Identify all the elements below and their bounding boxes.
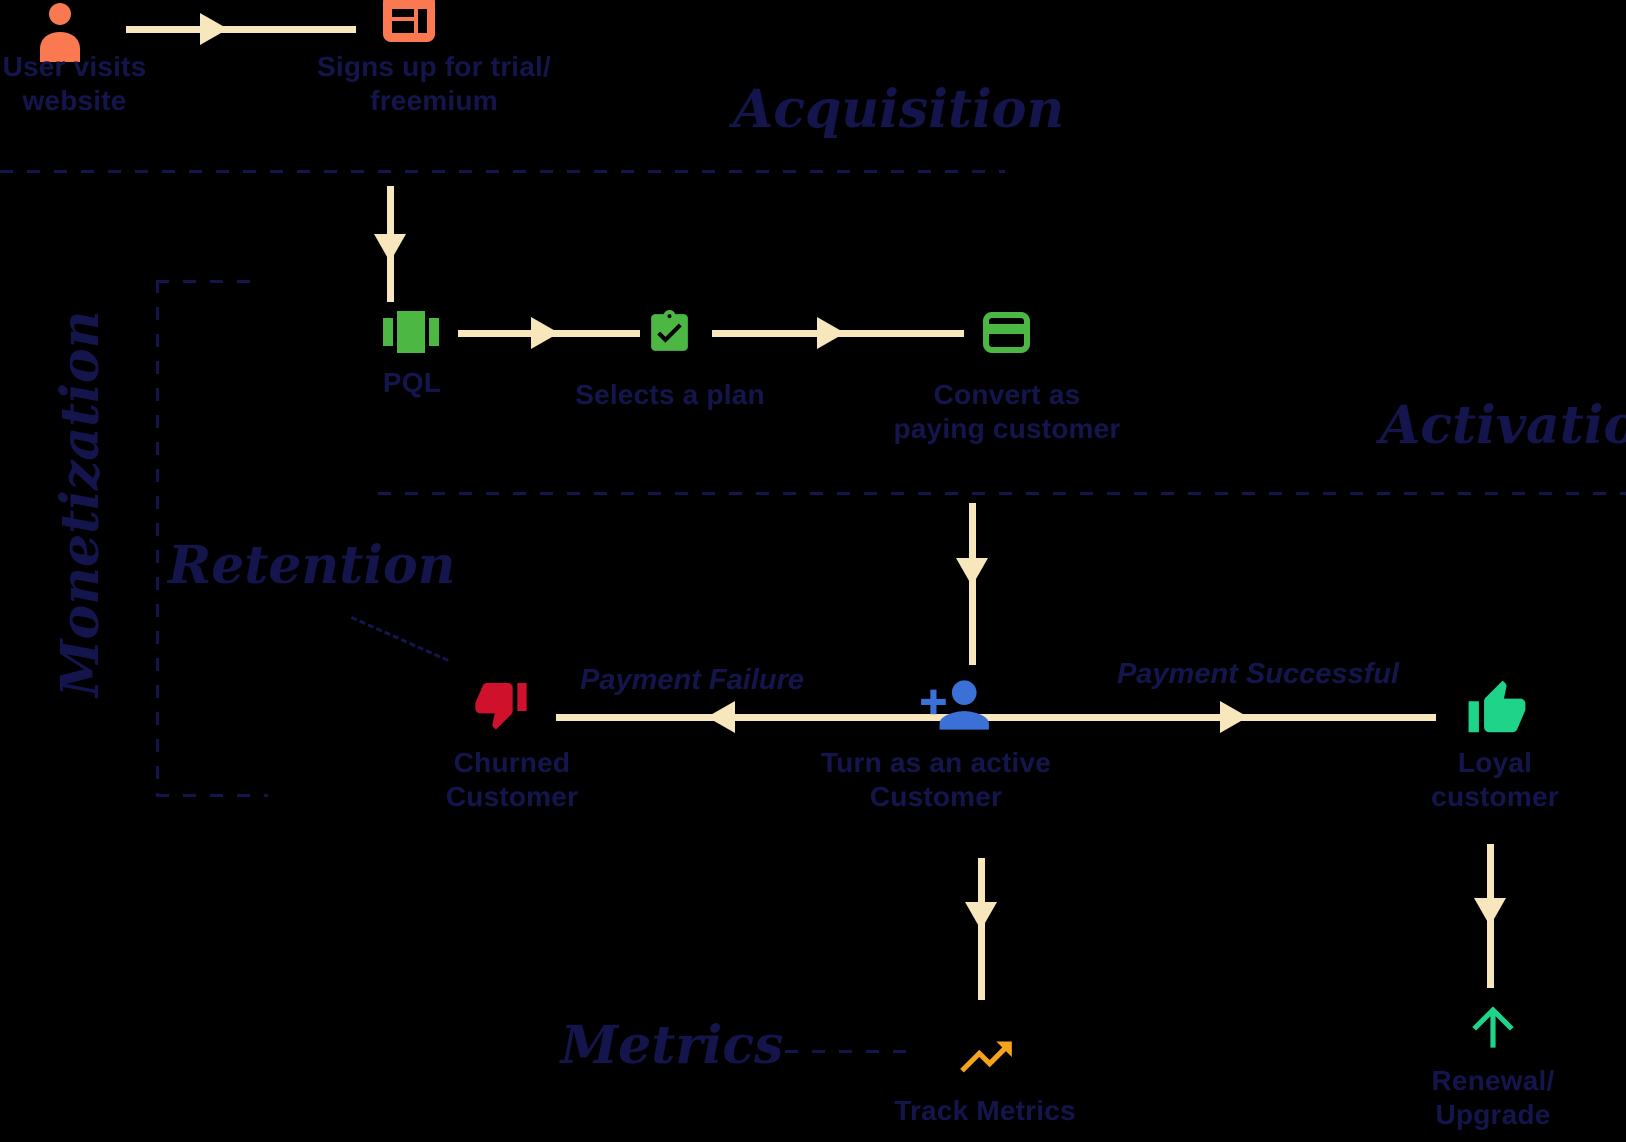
node-label-pql: PQL: [382, 367, 442, 398]
section-label-monetization: Monetization: [50, 310, 111, 697]
monetization-bracket-bottom: [156, 794, 268, 797]
node-label-convert: Convert as paying customer: [893, 379, 1121, 444]
credit-card-icon: [983, 312, 1030, 358]
arrowhead-loyal-to-renewal: [1474, 898, 1506, 926]
arrow-active-to-churned: [556, 714, 1028, 721]
browser-layout-icon: [383, 0, 435, 47]
node-label-track-metrics: Track Metrics: [894, 1095, 1076, 1126]
node-label-renewal: Renewal/ Upgrade: [1431, 1065, 1555, 1130]
arrow-user-to-signup: [126, 26, 356, 33]
trending-up-icon: [947, 1026, 1025, 1093]
arrowhead-active-to-churned: [707, 701, 735, 733]
node-label-churned: Churned Customer: [445, 747, 579, 812]
separator-activation: [378, 492, 1626, 495]
node-label-loyal: Loyal customer: [1431, 747, 1559, 812]
node-label-selects-plan: Selects a plan: [575, 379, 765, 410]
node-label-user-visits: User visits website: [2, 51, 147, 116]
person-icon: [36, 2, 84, 67]
arrow-up-icon: [1462, 996, 1524, 1063]
arrowhead-pql-to-plan: [531, 317, 559, 349]
carousel-boxes-icon: [383, 311, 439, 358]
arrowhead-active-to-loyal: [1220, 701, 1248, 733]
arrowhead-plan-to-convert: [817, 317, 845, 349]
arrowhead-signup-to-pql: [374, 234, 406, 262]
arrowhead-convert-to-active: [956, 558, 988, 586]
person-add-icon: [918, 668, 992, 747]
monetization-bracket-line: [156, 280, 159, 797]
retention-pointer-line: [350, 616, 449, 662]
node-label-active: Turn as an active Customer: [820, 747, 1052, 812]
section-label-acquisition: Acquisition: [733, 79, 1065, 140]
section-label-metrics: Metrics: [560, 1015, 784, 1076]
edge-label-payment-failure: Payment Failure: [579, 664, 805, 696]
edge-label-payment-successful: Payment Successful: [1116, 658, 1400, 690]
thumbs-up-icon: [1466, 678, 1528, 745]
thumbs-down-icon: [472, 676, 530, 737]
arrowhead-user-to-signup: [200, 13, 228, 45]
clipboard-check-icon: [645, 307, 694, 363]
node-label-signup: Signs up for trial/ freemium: [316, 51, 552, 116]
section-label-activation: Activation: [1380, 395, 1626, 456]
monetization-bracket-top: [156, 280, 264, 283]
arrowhead-active-to-track: [965, 902, 997, 930]
separator-acquisition: [0, 170, 1005, 173]
metrics-pointer-line: [785, 1050, 907, 1053]
section-label-retention: Retention: [168, 535, 456, 596]
